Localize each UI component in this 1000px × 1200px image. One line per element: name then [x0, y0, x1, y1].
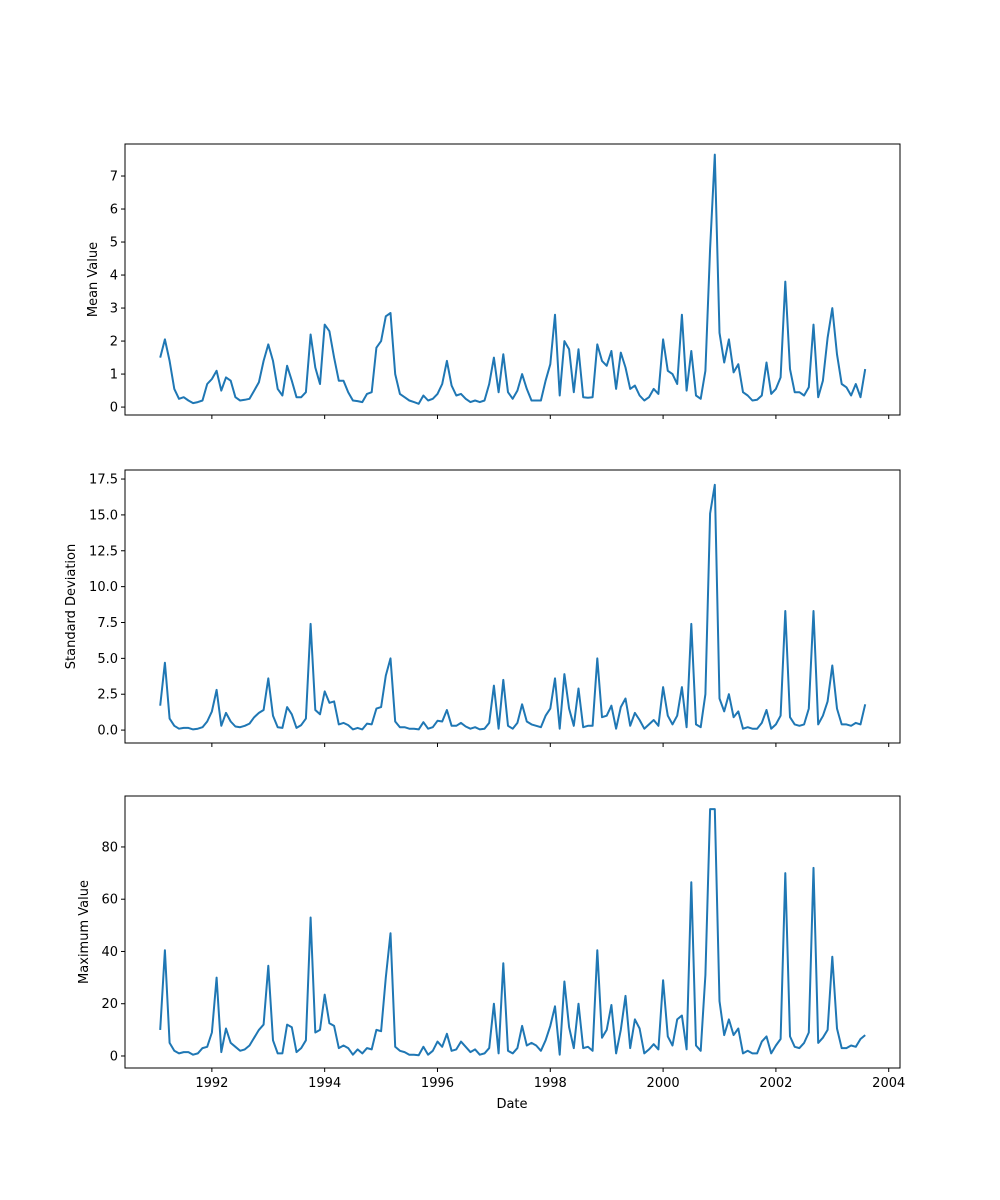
y-tick-label: 15.0	[89, 508, 118, 523]
series-line	[159, 483, 867, 731]
axes-frame	[124, 469, 901, 744]
y-tick-label: 10.0	[89, 580, 118, 595]
axes-frame	[124, 795, 901, 1069]
y-tick-label: 5.0	[97, 652, 118, 667]
y-tick-label: 2	[110, 335, 118, 350]
y-tick-label: 7	[110, 170, 118, 185]
y-tick-label: 5	[110, 236, 118, 251]
subplot-3: 0 20 40 60 80 1992 1994 1996 1998 2000 2002 2004 Max…	[77, 795, 905, 1091]
x-tick-label: 1992	[195, 1076, 228, 1091]
y-tick-label: 1	[110, 368, 118, 383]
series-line	[159, 153, 867, 405]
y-tick-label: 80	[101, 840, 118, 855]
x-tick-label: 1994	[308, 1076, 341, 1091]
y-tick-label: 40	[101, 945, 118, 960]
y-axis-label: Standard Deviation	[64, 544, 79, 669]
x-tick-label: 2000	[647, 1076, 680, 1091]
x-tick-label: 1998	[534, 1076, 567, 1091]
y-tick-label: 6	[110, 203, 118, 218]
y-tick-label: 3	[110, 302, 118, 317]
y-axis-label: Maximum Value	[77, 880, 92, 984]
axes-frame	[124, 143, 901, 416]
y-tick-label: 17.5	[89, 473, 118, 488]
series-line	[159, 808, 866, 1057]
x-tick-label: 2002	[759, 1076, 792, 1091]
y-tick-label: 7.5	[97, 616, 118, 631]
x-axis-label: Date	[496, 1097, 527, 1112]
x-tick-label: 1996	[421, 1076, 454, 1091]
subplot-1: 0 1 2 3 4 5 6 7 Mean Value	[86, 143, 901, 419]
y-tick-label: 0.0	[97, 724, 118, 739]
y-tick-label: 4	[110, 269, 118, 284]
subplot-2: 0.0 2.5 5.0 7.5 10.0 12.5 15.0 17.5 Standard Dev…	[64, 469, 901, 747]
y-tick-label: 0	[110, 1049, 118, 1064]
y-tick-label: 12.5	[89, 544, 118, 559]
y-tick-label: 20	[101, 997, 118, 1012]
y-tick-label: 60	[101, 893, 118, 908]
y-tick-label: 2.5	[97, 688, 118, 703]
x-tick-label: 2004	[872, 1076, 905, 1091]
y-tick-label: 0	[110, 401, 118, 416]
y-axis-label: Mean Value	[86, 242, 101, 317]
